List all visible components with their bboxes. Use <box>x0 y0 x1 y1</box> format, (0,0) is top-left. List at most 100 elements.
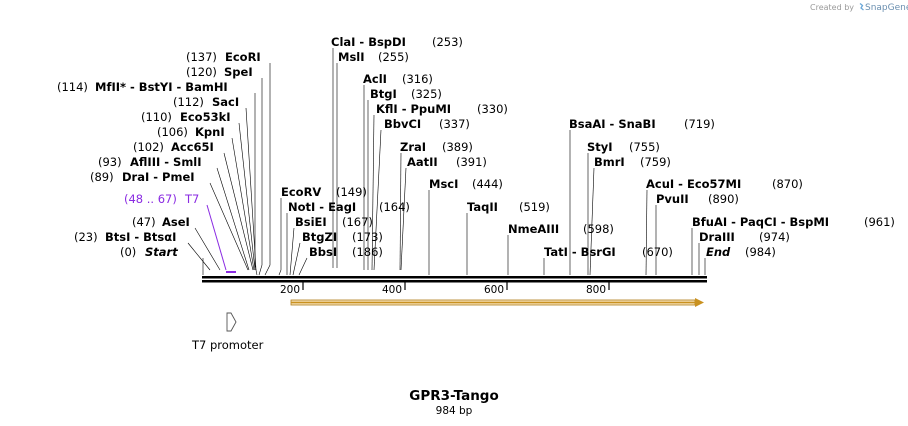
site-name: EcoRV <box>281 185 321 199</box>
site-KpnI[interactable]: (106) KpnI <box>157 125 225 139</box>
site-pos: (120) <box>186 65 217 79</box>
tick-label-800: 800 <box>586 284 606 296</box>
site-name: AflIII - SmlI <box>130 155 202 169</box>
connector-BbvCI <box>373 129 382 271</box>
site-pos: (444) <box>472 177 503 191</box>
site-BtsI-BtsaI[interactable]: (23) BtsI - BtsαI <box>74 230 176 244</box>
site-Eco53kI[interactable]: (110) Eco53kI <box>141 110 231 124</box>
site-AcuI-Eco57MI[interactable]: AcuI - Eco57MI (870) <box>646 177 803 191</box>
site-name: NotI - EagI <box>288 200 356 214</box>
connector-BbsI <box>298 257 308 276</box>
plasmid-length: 984 bp <box>436 405 473 417</box>
site-SacI[interactable]: (112) SacI <box>173 95 239 109</box>
connector-EcoRV <box>278 198 282 276</box>
connector-PmeI <box>209 182 249 271</box>
site-pos: (759) <box>640 155 671 169</box>
site-EcoRV[interactable]: EcoRV (149) <box>281 185 367 199</box>
site-AclI[interactable]: AclI (316) <box>363 72 433 86</box>
connector-EcoRI <box>264 63 271 276</box>
site-BbsI[interactable]: BbsI (186) <box>309 245 383 259</box>
site-TatI-BsrGI[interactable]: TatI - BsrGI (670) <box>544 245 673 259</box>
site-pos: (255) <box>378 50 409 64</box>
primer-T7-connector <box>206 204 227 271</box>
site-BmrI[interactable]: BmrI (759) <box>594 155 671 169</box>
site-pos: (23) <box>74 230 98 244</box>
connector-ZraI <box>399 152 402 271</box>
site-name: AatII <box>407 155 438 169</box>
site-pos: (337) <box>439 117 470 131</box>
feature-T7-promoter[interactable]: T7 promoter <box>191 312 264 352</box>
site-MslI[interactable]: MslI (255) <box>338 50 409 64</box>
site-name: AseI <box>162 215 190 229</box>
connector-SpeI <box>258 78 263 276</box>
orf-arrow[interactable] <box>290 298 704 307</box>
site-pos: (330) <box>477 102 508 116</box>
site-name: DraI - PmeI <box>122 170 195 184</box>
site-NmeAIII[interactable]: NmeAIII (598) <box>508 222 614 236</box>
site-BfuAI-PaqCI-BspMI[interactable]: BfuAI - PaqCI - BspMI (961) <box>692 215 895 229</box>
site-MfII-BstYI-BamHI[interactable]: (114) MfII* - BstYI - BamHI <box>57 80 228 94</box>
connector-AseI <box>194 227 221 271</box>
snapgene-logo-icon <box>859 2 864 11</box>
site-name: TaqII <box>467 200 498 214</box>
site-start[interactable]: (0) Start <box>120 245 178 259</box>
connector-AcuI <box>645 189 648 276</box>
site-name: SpeI <box>224 65 253 79</box>
site-BtgZI[interactable]: BtgZI (173) <box>302 230 383 244</box>
site-name: Eco53kI <box>180 110 231 124</box>
site-BbvCI[interactable]: BbvCI (337) <box>384 117 470 131</box>
site-DraIII[interactable]: DraIII (974) <box>699 230 790 244</box>
primer-T7[interactable]: (48 .. 67) T7 <box>124 192 236 273</box>
site-MscI[interactable]: MscI (444) <box>429 177 503 191</box>
primer-T7-range: (48 .. 67) <box>124 192 177 206</box>
site-StyI[interactable]: StyI (755) <box>587 140 660 154</box>
site-name: ZraI <box>400 140 426 154</box>
connector-SmlI <box>216 167 250 271</box>
site-name: PvuII <box>656 192 689 206</box>
site-AseI[interactable]: (47) AseI <box>132 215 190 229</box>
connector-BmrI <box>589 167 595 276</box>
site-name: BtgZI <box>302 230 337 244</box>
site-pos: (389) <box>442 140 473 154</box>
site-NotI-EagI[interactable]: NotI - EagI (164) <box>288 200 410 214</box>
site-BsaAI-SnaBI[interactable]: BsaAI - SnaBI (719) <box>569 117 715 131</box>
site-name: End <box>706 245 731 259</box>
site-ClaI-BspDI[interactable]: ClaI - BspDI (253) <box>331 35 463 49</box>
credit-brand: SnapGene <box>865 3 908 13</box>
site-name: KflI - PpuMI <box>376 102 451 116</box>
t7-promoter-label: T7 promoter <box>191 338 264 352</box>
site-TaqII[interactable]: TaqII (519) <box>467 200 550 214</box>
connector-BtsI <box>187 242 211 271</box>
site-pos: (974) <box>759 230 790 244</box>
site-name: MfII* - BstYI - BamHI <box>95 80 228 94</box>
site-name: BtsI - BtsαI <box>105 230 176 244</box>
site-AatII[interactable]: AatII (391) <box>407 155 487 169</box>
site-pos: (47) <box>132 215 156 229</box>
site-PvuII[interactable]: PvuII (890) <box>656 192 739 206</box>
site-pos: (253) <box>432 35 463 49</box>
site-DraI-PmeI[interactable]: (89) DraI - PmeI <box>90 170 195 184</box>
site-end[interactable]: End (984) <box>706 245 776 259</box>
site-AflIII-SmlI[interactable]: (93) AflIII - SmlI <box>98 155 202 169</box>
site-pos: (102) <box>133 140 164 154</box>
site-pos: (984) <box>745 245 776 259</box>
site-pos: (186) <box>352 245 383 259</box>
site-EcoRI[interactable]: (137) EcoRI <box>186 50 261 64</box>
plasmid-title: GPR3-Tango <box>409 388 499 404</box>
site-name: MscI <box>429 177 458 191</box>
site-BsiEI[interactable]: BsiEI (167) <box>295 215 373 229</box>
site-SpeI[interactable]: (120) SpeI <box>186 65 253 79</box>
site-name: Start <box>145 245 178 259</box>
site-pos: (670) <box>642 245 673 259</box>
site-name: NmeAIII <box>508 222 559 236</box>
site-pos: (110) <box>141 110 172 124</box>
site-KflI-PpuMI[interactable]: KflI - PpuMI (330) <box>376 102 508 116</box>
site-connectors <box>187 48 706 276</box>
connector-KpnI <box>231 137 255 271</box>
site-Acc65I[interactable]: (102) Acc65I <box>133 140 214 154</box>
connector-KflI <box>371 114 375 271</box>
site-BtgI[interactable]: BtgI (325) <box>370 87 442 101</box>
site-ZraI[interactable]: ZraI (389) <box>400 140 473 154</box>
site-pos: (519) <box>519 200 550 214</box>
site-pos: (0) <box>120 245 136 259</box>
